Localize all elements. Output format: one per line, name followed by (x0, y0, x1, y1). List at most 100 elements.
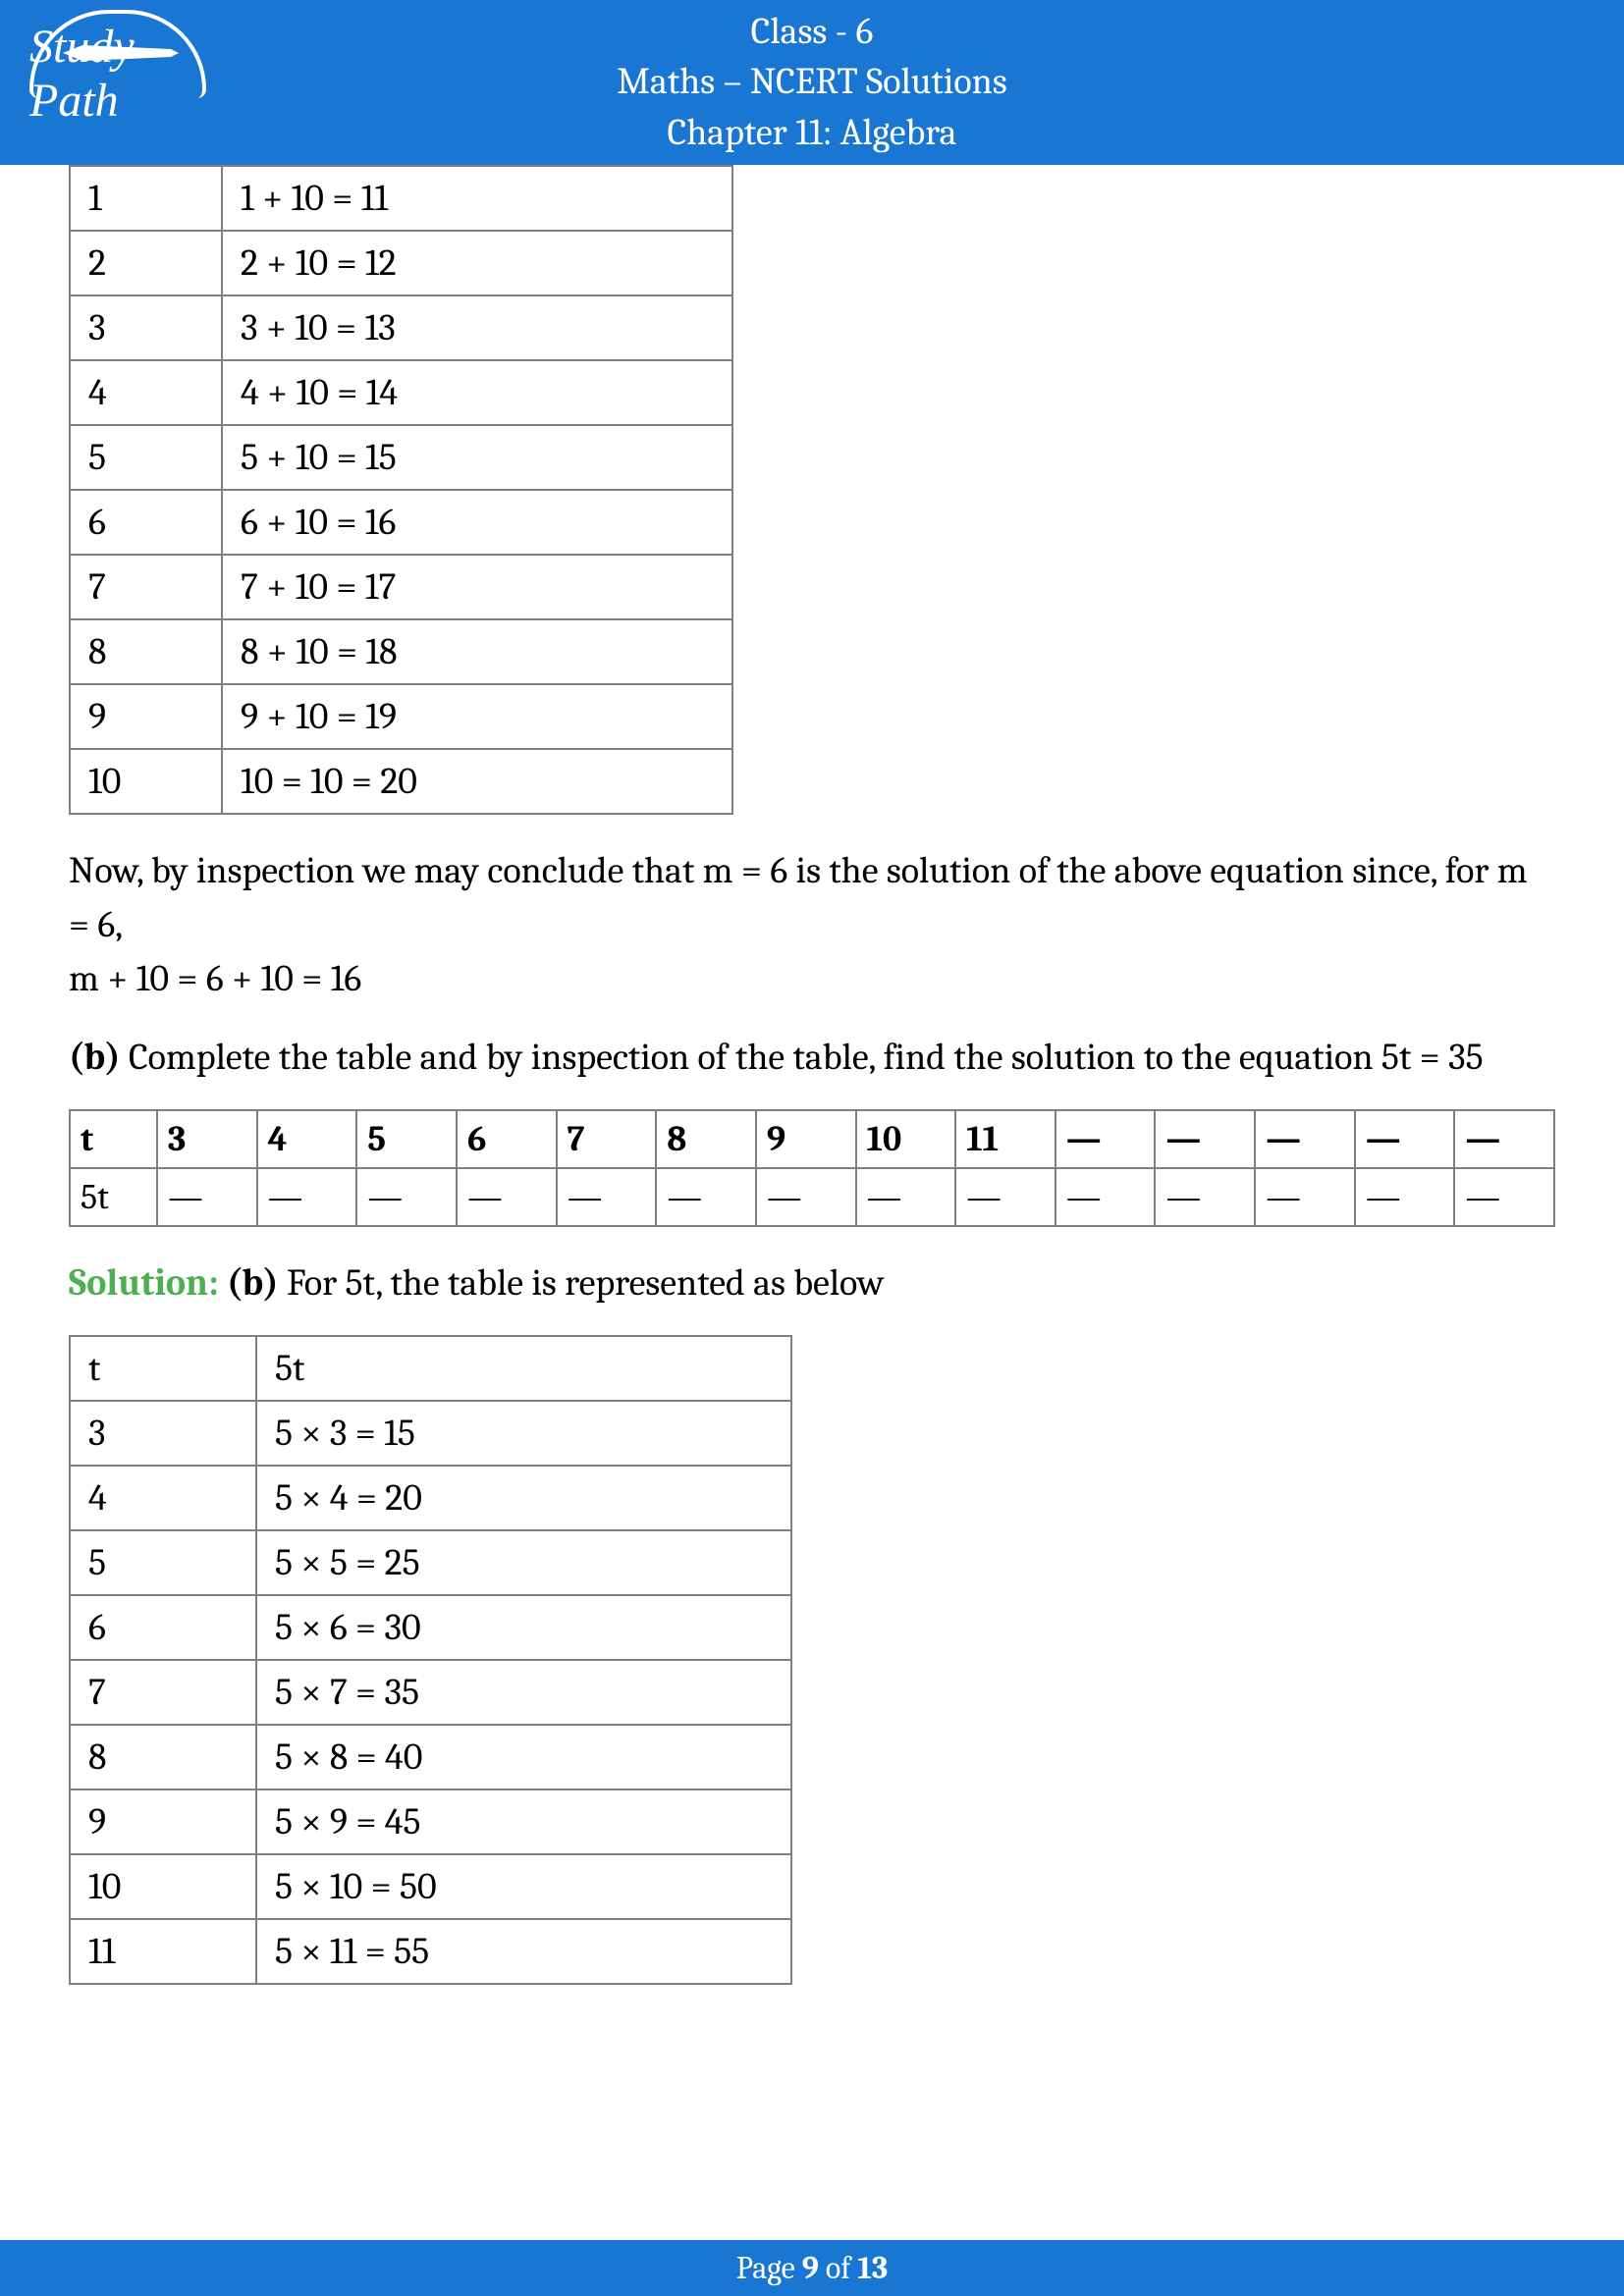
footer-total: 13 (857, 2250, 888, 2286)
conclusion-a: Now, by inspection we may conclude that … (69, 844, 1555, 1006)
header-titles: Class - 6 Maths – NCERT Solutions Chapte… (39, 7, 1585, 158)
footer-current: 9 (802, 2250, 819, 2286)
table-cell: 5 + 10 = 15 (222, 425, 732, 490)
table-cell: 11 (955, 1110, 1056, 1168)
table-cell: — (1155, 1110, 1255, 1168)
table-cell: 5 × 8 = 40 (256, 1725, 791, 1789)
table-cell: 9 + 10 = 19 (222, 684, 732, 749)
question-b: (b) Complete the table and by inspection… (69, 1031, 1555, 1085)
table-cell: 5 × 9 = 45 (256, 1789, 791, 1854)
table-row: 55 + 10 = 15 (70, 425, 732, 490)
table-row: 105 × 10 = 50 (70, 1854, 791, 1919)
solution-text: For 5t, the table is represented as belo… (287, 1261, 885, 1305)
table-cell: — (1355, 1110, 1455, 1168)
table-row: 115 × 11 = 55 (70, 1919, 791, 1984)
table-cell: 1 + 10 = 11 (222, 166, 732, 231)
question-b-text: Complete the table and by inspection of … (121, 1036, 1484, 1079)
logo: Study Path (29, 10, 206, 98)
table-cell: — (1056, 1110, 1156, 1168)
table-cell: 10 (70, 749, 222, 814)
class-line: Class - 6 (39, 7, 1585, 57)
table-cell: 5 (356, 1110, 457, 1168)
table-cell: — (1155, 1168, 1255, 1226)
table-a-body: 11 + 10 = 1122 + 10 = 1233 + 10 = 1344 +… (70, 166, 732, 814)
table-row: 66 + 10 = 16 (70, 490, 732, 555)
table-cell: 7 (70, 555, 222, 619)
table-cell: 4 (257, 1110, 357, 1168)
table-cell: 3 (70, 1401, 256, 1466)
subject-line: Maths – NCERT Solutions (39, 57, 1585, 107)
table-row: 77 + 10 = 17 (70, 555, 732, 619)
table-cell: 10 = 10 = 20 (222, 749, 732, 814)
solution-b-intro: Solution: (b) For 5t, the table is repre… (69, 1256, 1555, 1310)
conclusion-line2: m + 10 = 6 + 10 = 16 (69, 957, 361, 1000)
table-5t-solved: t5t35 × 3 = 1545 × 4 = 2055 × 5 = 2565 ×… (69, 1335, 792, 1985)
table-cell: 5t (256, 1336, 791, 1401)
table-cell: 9 (70, 1789, 256, 1854)
table-cell: — (656, 1168, 756, 1226)
table-cell: 9 (756, 1110, 856, 1168)
table-cell: 3 (70, 295, 222, 360)
table-cell: — (1454, 1110, 1554, 1168)
table-row: 5t—————————————— (70, 1168, 1554, 1226)
footer-sep: of (819, 2250, 857, 2286)
table-cell: 4 (70, 1466, 256, 1530)
table-cell: — (557, 1168, 657, 1226)
table-row: 35 × 3 = 15 (70, 1401, 791, 1466)
table-cell: 7 (70, 1660, 256, 1725)
table-cell: 6 (457, 1110, 557, 1168)
table-row: 95 × 9 = 45 (70, 1789, 791, 1854)
chapter-line: Chapter 11: Algebra (39, 108, 1585, 158)
table-cell: 5 × 7 = 35 (256, 1660, 791, 1725)
table-row: 33 + 10 = 13 (70, 295, 732, 360)
table-row: 75 × 7 = 35 (70, 1660, 791, 1725)
table-cell: 7 + 10 = 17 (222, 555, 732, 619)
table-row: 44 + 10 = 14 (70, 360, 732, 425)
table-cell: — (1255, 1110, 1355, 1168)
table-cell: 4 + 10 = 14 (222, 360, 732, 425)
table-cell: 8 (70, 619, 222, 684)
table-row: 45 × 4 = 20 (70, 1466, 791, 1530)
table-row: 65 × 6 = 30 (70, 1595, 791, 1660)
table-cell: 6 (70, 490, 222, 555)
table-cell: 5t (70, 1168, 157, 1226)
table-cell: — (756, 1168, 856, 1226)
table-cell: 3 (157, 1110, 257, 1168)
table-row: 22 + 10 = 12 (70, 231, 732, 295)
table-row: 1010 = 10 = 20 (70, 749, 732, 814)
table-cell: — (955, 1168, 1056, 1226)
table-row: 11 + 10 = 11 (70, 166, 732, 231)
table-cell: — (457, 1168, 557, 1226)
table-cell: 8 (656, 1110, 756, 1168)
table-cell: — (856, 1168, 956, 1226)
table-c-body: t5t35 × 3 = 1545 × 4 = 2055 × 5 = 2565 ×… (70, 1336, 791, 1984)
table-cell: 8 + 10 = 18 (222, 619, 732, 684)
table-cell: 2 (70, 231, 222, 295)
table-cell: — (1255, 1168, 1355, 1226)
table-5t-blank: t34567891011—————5t—————————————— (69, 1109, 1555, 1227)
table-row: t34567891011————— (70, 1110, 1554, 1168)
table-b-body: t34567891011—————5t—————————————— (70, 1110, 1554, 1226)
table-cell: — (1454, 1168, 1554, 1226)
table-cell: 5 (70, 1530, 256, 1595)
conclusion-line1: Now, by inspection we may conclude that … (69, 849, 1528, 946)
table-cell: 5 × 11 = 55 (256, 1919, 791, 1984)
table-cell: 1 (70, 166, 222, 231)
table-cell: 11 (70, 1919, 256, 1984)
table-cell: 10 (856, 1110, 956, 1168)
table-cell: 4 (70, 360, 222, 425)
footer-prefix: Page (736, 2250, 802, 2286)
table-cell: 5 × 10 = 50 (256, 1854, 791, 1919)
table-cell: 6 (70, 1595, 256, 1660)
table-cell: 9 (70, 684, 222, 749)
page-header: Study Path Class - 6 Maths – NCERT Solut… (0, 0, 1624, 165)
table-cell: — (1056, 1168, 1156, 1226)
table-cell: t (70, 1110, 157, 1168)
table-cell: 10 (70, 1854, 256, 1919)
table-cell: 5 × 6 = 30 (256, 1595, 791, 1660)
solution-label: Solution: (69, 1261, 219, 1305)
table-cell: t (70, 1336, 256, 1401)
table-cell: 5 (70, 425, 222, 490)
table-cell: 2 + 10 = 12 (222, 231, 732, 295)
solution-part: (b) (219, 1261, 287, 1305)
